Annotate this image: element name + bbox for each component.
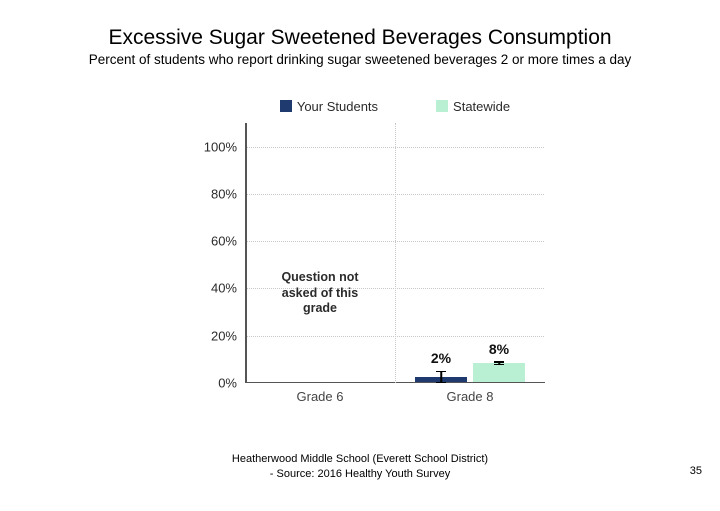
y-tick-label: 100% [204, 139, 237, 154]
footer-school: Heatherwood Middle School (Everett Schoo… [0, 452, 720, 466]
y-tick-label: 40% [211, 281, 237, 296]
y-tick-label: 60% [211, 234, 237, 249]
errorbar-statewide-grade8 [245, 123, 545, 383]
footer: Heatherwood Middle School (Everett Schoo… [0, 452, 720, 481]
chart-plot-area: 0%20%40%60%80%100% Grade 6 Grade 8 Quest… [245, 123, 545, 383]
chart-container: Your Students Statewide 0%20%40%60%80%10… [175, 95, 555, 435]
x-label-grade6: Grade 6 [297, 383, 344, 404]
page-number: 35 [690, 465, 702, 477]
footer-source: - Source: 2016 Healthy Youth Survey [0, 467, 720, 481]
y-tick-label: 20% [211, 328, 237, 343]
y-tick-label: 0% [218, 376, 237, 391]
chart-legend: Your Students Statewide [245, 95, 545, 117]
legend-swatch-your [280, 100, 292, 112]
legend-label-state: Statewide [453, 99, 510, 114]
x-label-grade8: Grade 8 [447, 383, 494, 404]
legend-your-students: Your Students [280, 99, 378, 114]
y-tick-label: 80% [211, 186, 237, 201]
page-title: Excessive Sugar Sweetened Beverages Cons… [0, 0, 720, 50]
legend-label-your: Your Students [297, 99, 378, 114]
page-subtitle: Percent of students who report drinking … [0, 50, 720, 67]
legend-swatch-state [436, 100, 448, 112]
legend-statewide: Statewide [436, 99, 510, 114]
